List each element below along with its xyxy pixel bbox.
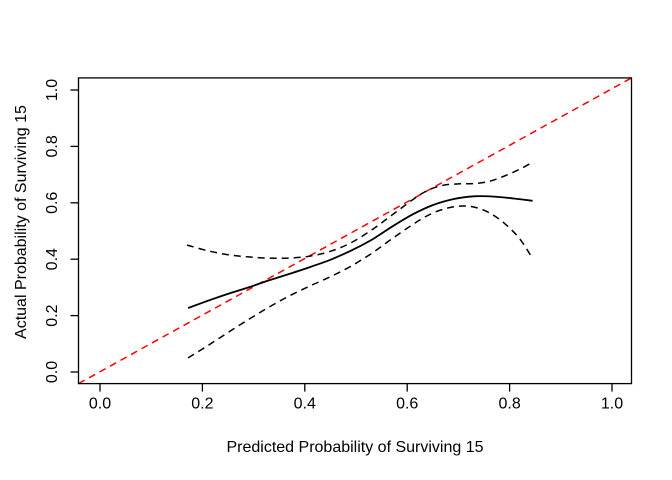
y-axis-tick-label: 0.2: [44, 304, 61, 326]
series-calibration-line: [187, 195, 533, 309]
y-axis-tick-label: 0.0: [44, 361, 61, 383]
plot-box: [77, 77, 633, 385]
y-axis-tick-label: 0.4: [44, 248, 61, 270]
series-lower-ci-line: [187, 205, 534, 359]
x-axis-tick-label: 1.0: [601, 396, 623, 413]
x-axis-tick-label: 0.2: [191, 396, 213, 413]
x-axis-tick-label: 0.6: [396, 396, 418, 413]
x-axis-tick-label: 0.0: [89, 396, 111, 413]
series-ideal-line: [78, 77, 632, 385]
x-axis-tick-label: 0.8: [498, 396, 520, 413]
x-axis-title: Predicted Probability of Surviving 15: [226, 439, 483, 456]
x-axis-tick-label: 0.4: [294, 396, 316, 413]
y-axis-tick-label: 1.0: [44, 79, 61, 101]
y-axis-tick-label: 0.6: [44, 192, 61, 214]
y-axis-tick-label: 0.8: [44, 135, 61, 157]
plot-layers: 0.0 0.2 0.4 0.6 0.8 1.0 0.0 0.2 0.4 0.6 0.8 1.0: [44, 77, 633, 413]
series-upper-ci-line: [186, 161, 533, 260]
y-axis-title: Actual Probability of Surviving 15: [13, 105, 30, 339]
